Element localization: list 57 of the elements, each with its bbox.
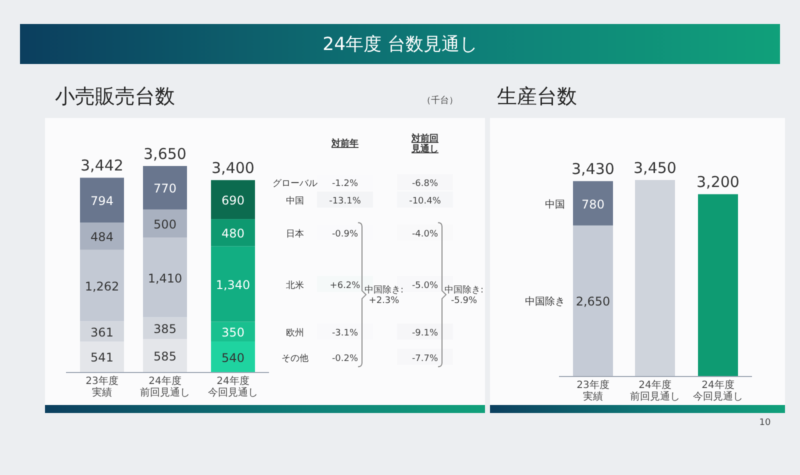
y-tick-label: 中国: [286, 196, 304, 207]
data-label: -6.8%: [412, 179, 438, 190]
data-label: -0.9%: [332, 230, 358, 240]
x-tick-label: 24年度前回見通し: [630, 379, 680, 402]
x-tick-label: 24年度今回見通し: [208, 375, 258, 398]
data-label: 780: [582, 197, 604, 212]
annotation: 中国除き: +2.3%: [364, 284, 404, 306]
total-label: 3,450: [634, 159, 676, 177]
data-label: -13.1%: [329, 196, 362, 207]
x-tick-label: 23年度実績: [576, 379, 610, 402]
data-label: 361: [90, 325, 114, 340]
data-label: 794: [90, 194, 114, 208]
data-label: -7.7%: [412, 354, 438, 364]
series-label: 中国: [545, 198, 565, 210]
data-label: 690: [222, 194, 244, 208]
total-label: 3,430: [572, 160, 614, 178]
data-label: 1,410: [148, 271, 182, 286]
data-label: 350: [222, 326, 244, 340]
data-label: 1,340: [216, 278, 250, 292]
data-label: -4.0%: [412, 230, 438, 240]
y-tick-label: グローバル: [272, 178, 318, 190]
y-tick-label: その他: [282, 352, 308, 364]
x-tick-label: 24年度今回見通し: [693, 379, 743, 402]
total-label: 3,650: [144, 145, 186, 163]
data-label: 2,650: [576, 294, 610, 309]
chart-title: 生産台数: [497, 84, 577, 108]
data-label: 484: [90, 230, 114, 244]
data-label: -3.1%: [332, 328, 358, 339]
x-tick-label: 23年度実績: [86, 375, 118, 398]
total-label: 3,200: [696, 173, 740, 192]
x-tick-label: 24年度前回見通し: [140, 375, 190, 398]
data-label: 540: [222, 350, 244, 365]
series-label: 中国除き: [525, 296, 565, 308]
text: 10: [759, 418, 771, 428]
data-label: 1,262: [84, 279, 120, 294]
total-label: 3,442: [80, 156, 124, 175]
y-tick-label: 日本: [286, 228, 304, 240]
data-label: -10.4%: [409, 196, 442, 207]
data-label: -0.2%: [332, 354, 358, 364]
text: （千台）: [422, 95, 458, 106]
data-label: +6.2%: [330, 280, 361, 291]
text: 24年度 台数見通し: [322, 34, 478, 55]
data-label: 480: [222, 226, 244, 241]
total-label: 3,400: [212, 159, 254, 178]
x-tick-label: 対前年: [330, 138, 358, 149]
y-tick-label: 欧州: [286, 328, 304, 339]
data-label: 385: [154, 322, 176, 336]
chart-title: 小売販売台数: [55, 84, 175, 108]
data-label: 585: [154, 349, 176, 364]
data-label: 541: [90, 350, 114, 365]
data-label: 770: [154, 182, 176, 196]
data-label: -9.1%: [412, 328, 438, 339]
data-label: -1.2%: [332, 179, 358, 190]
data-label: 500: [154, 218, 176, 232]
annotation: 中国除き: -5.9%: [444, 284, 484, 306]
y-tick-label: 北米: [286, 280, 304, 291]
data-label: -5.0%: [412, 280, 438, 291]
